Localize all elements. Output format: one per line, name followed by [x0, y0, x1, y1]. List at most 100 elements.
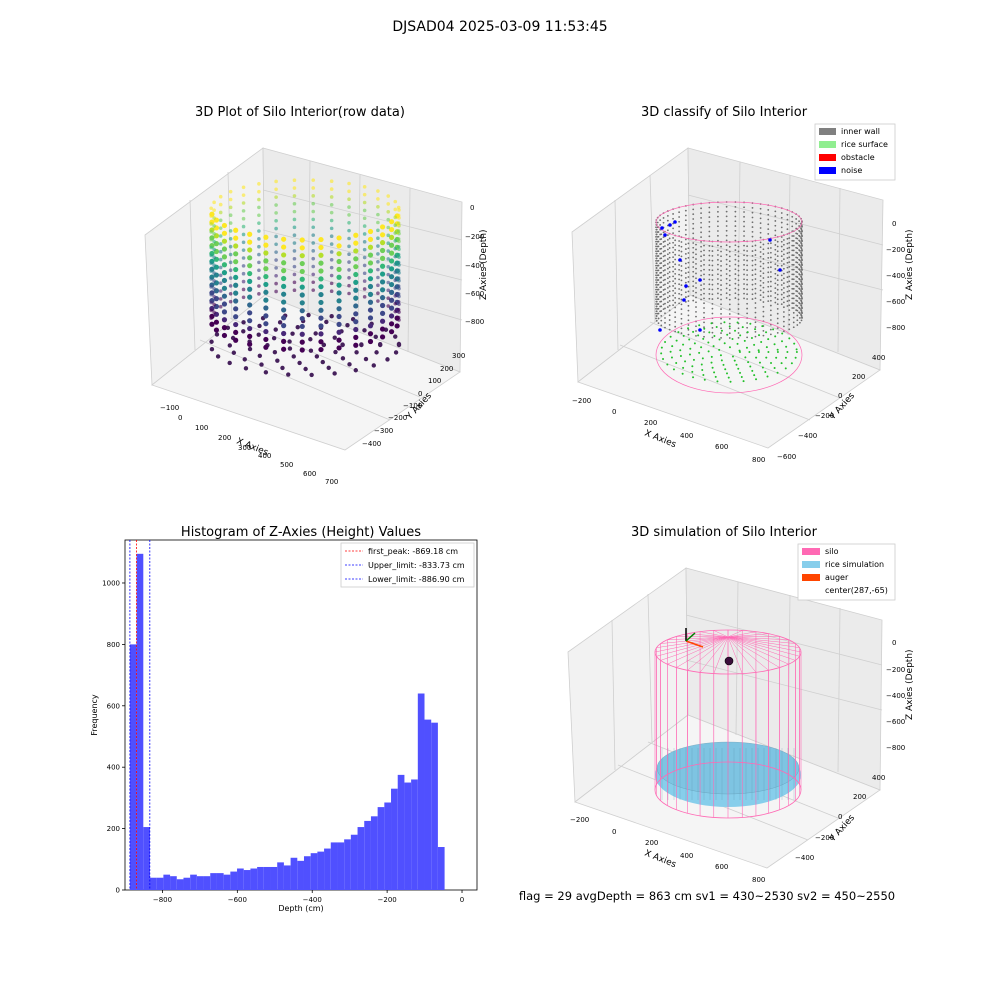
inner-wall-point: [769, 309, 772, 312]
inner-wall-point: [774, 234, 777, 237]
inner-wall-point: [659, 252, 662, 255]
inner-wall-point: [668, 328, 671, 331]
raw-wall-point: [396, 292, 401, 296]
inner-wall-point: [717, 234, 719, 237]
raw-wall-point: [212, 247, 216, 252]
raw-floor-point: [320, 359, 325, 365]
rice-surface-point: [682, 334, 685, 337]
raw-wall-point: [362, 287, 367, 291]
raw-floor-point: [321, 342, 326, 348]
raw-floor-point: [287, 346, 293, 351]
inner-wall-point: [678, 297, 681, 300]
inner-wall-point: [695, 282, 697, 284]
legend-label: rice simulation: [825, 560, 884, 569]
inner-wall-point: [734, 220, 737, 223]
raw-wall-point: [212, 263, 216, 267]
inner-wall-point: [795, 285, 798, 288]
raw-floor-point: [277, 320, 283, 325]
inner-wall-point: [801, 239, 803, 242]
cls-ytick: 200: [852, 373, 865, 381]
raw-wall-point: [212, 279, 216, 283]
inner-wall-point: [717, 282, 719, 285]
raw-wall-point: [379, 263, 386, 269]
inner-wall-point: [674, 287, 677, 290]
inner-wall-point: [692, 266, 695, 268]
inner-wall-point: [666, 267, 669, 270]
raw-wall-point: [347, 268, 351, 272]
raw-floor-point: [374, 350, 379, 355]
raw-wall-point: [311, 186, 316, 190]
raw-wall-point: [221, 301, 228, 307]
raw-floor-point: [272, 349, 278, 355]
inner-wall-point: [659, 281, 662, 284]
inner-wall-point: [711, 307, 714, 310]
inner-wall-point: [700, 207, 702, 210]
inner-wall-point: [795, 261, 798, 264]
raw-wall-point: [379, 287, 386, 293]
raw-wall-point: [311, 264, 316, 269]
legend-label: inner wall: [841, 127, 880, 136]
hist-bar: [391, 788, 398, 890]
inner-wall-point: [668, 309, 671, 312]
inner-wall-point: [655, 310, 658, 313]
rice-surface-point: [757, 351, 760, 353]
inner-wall-point: [798, 282, 800, 285]
inner-wall-point: [687, 276, 690, 278]
legend-swatch-obstacle: [819, 154, 836, 161]
inner-wall-point: [780, 260, 783, 262]
inner-wall-point: [655, 293, 657, 296]
rice-surface-point: [687, 327, 690, 330]
raw-wall-point: [329, 281, 334, 286]
rice-surface-point: [698, 324, 701, 327]
inner-wall-point: [776, 250, 779, 253]
inner-wall-point: [680, 241, 683, 243]
raw-wall-point: [263, 273, 269, 280]
inner-wall-point: [751, 288, 754, 291]
rice-surface-point: [753, 374, 756, 377]
raw-wall-point: [388, 250, 395, 256]
legend-label: auger: [825, 573, 849, 582]
inner-wall-point: [728, 293, 731, 296]
inner-wall-point: [687, 266, 690, 269]
inner-wall-point: [769, 280, 772, 283]
raw-wall-point: [386, 304, 391, 308]
inner-wall-point: [774, 277, 777, 280]
inner-wall-point: [800, 313, 802, 316]
inner-wall-point: [711, 269, 714, 272]
rice-surface-point: [736, 321, 739, 324]
raw-wall-point: [281, 236, 287, 242]
inner-wall-point: [774, 224, 777, 227]
inner-wall-point: [767, 276, 770, 279]
inner-wall-point: [674, 249, 677, 251]
raw-wall-point: [396, 299, 401, 304]
inner-wall-point: [759, 255, 762, 258]
inner-wall-point: [655, 240, 657, 243]
inner-wall-point: [782, 248, 785, 251]
inner-wall-point: [703, 268, 705, 271]
raw-wall-point: [233, 337, 239, 343]
inner-wall-point: [754, 311, 757, 314]
raw-floor-point: [313, 331, 318, 336]
inner-wall-point: [734, 239, 737, 242]
raw-wall-point: [299, 237, 305, 243]
inner-wall-point: [692, 275, 695, 278]
inner-wall-point: [782, 296, 785, 299]
raw-wall-point: [318, 284, 324, 290]
inner-wall-point: [660, 324, 663, 327]
inner-wall-point: [656, 269, 659, 272]
inner-wall-point: [717, 220, 719, 223]
raw-wall-point: [329, 179, 334, 184]
raw-wall-point: [353, 319, 359, 325]
inner-wall-point: [767, 266, 770, 269]
raw-wall-point: [228, 291, 233, 296]
inner-wall-point: [728, 265, 731, 267]
inner-wall-point: [734, 258, 737, 261]
raw-wall-point: [299, 276, 305, 282]
rice-surface-point: [710, 355, 713, 358]
raw-wall-point: [336, 235, 342, 241]
hist-bar: [203, 876, 211, 890]
inner-wall-point: [717, 244, 719, 247]
inner-wall-point: [754, 273, 757, 276]
inner-wall-point: [711, 326, 714, 329]
rice-surface-point: [740, 375, 743, 378]
